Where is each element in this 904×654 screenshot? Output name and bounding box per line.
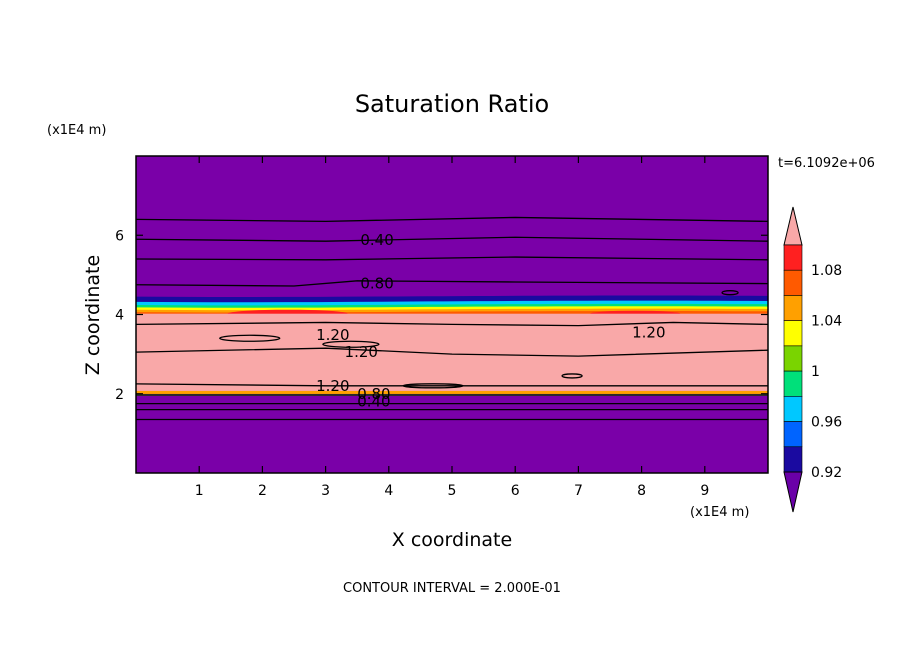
colorbar-max-arrow [783, 206, 803, 246]
y-axis-label: Z coordinate [82, 255, 104, 375]
contour-label: 1.20 [316, 377, 349, 395]
contour-label: 1.20 [345, 343, 378, 361]
contour-label: 1.20 [316, 326, 349, 344]
svg-text:0.80: 0.80 [360, 275, 393, 293]
closed-contour [402, 383, 464, 389]
x-tick-label: 6 [511, 483, 520, 499]
contour-label: 0.80 [357, 385, 390, 403]
closed-contour [721, 290, 739, 296]
contour-interval-footer: CONTOUR INTERVAL = 2.000E-01 [343, 581, 561, 596]
x-units-label: (x1E4 m) [690, 505, 749, 520]
transition-band [136, 303, 768, 309]
contour-label: 1.20 [632, 323, 665, 341]
svg-text:0.40: 0.40 [360, 231, 393, 249]
y-tick-label: 4 [115, 308, 124, 324]
colorbar-segment [783, 370, 803, 397]
colorbar-segment [783, 421, 803, 448]
svg-text:0.80: 0.80 [357, 385, 390, 403]
chart-title: Saturation Ratio [355, 90, 549, 118]
transition-band [136, 300, 768, 307]
colorbar-segment [783, 345, 803, 372]
colorbar-segment [783, 396, 803, 422]
x-tick-label: 4 [384, 483, 393, 499]
svg-text:1.20: 1.20 [345, 343, 378, 361]
closed-contour [322, 340, 380, 348]
contour-label: 0.80 [360, 275, 393, 293]
contour-label: 0.40 [357, 393, 390, 411]
lower-transition-band [136, 393, 768, 396]
colorbar-segment [783, 320, 803, 347]
contour-line [136, 236, 768, 242]
y-tick-label: 2 [115, 387, 124, 403]
x-axis-label: X coordinate [392, 529, 512, 551]
contour-line [136, 347, 768, 357]
contour-line [136, 256, 768, 261]
colorbar-segment [783, 244, 803, 271]
contour-line [136, 383, 768, 387]
x-tick-label: 9 [700, 483, 709, 499]
x-tick-label: 7 [574, 483, 583, 499]
colorbar-label: 1.08 [811, 263, 842, 279]
closed-contour [219, 334, 281, 342]
contour-labels: 0.400.801.201.201.201.200.800.40 [316, 231, 665, 411]
contour-line [136, 321, 768, 327]
colorbar-min-arrow [783, 471, 803, 513]
x-tick-label: 3 [321, 483, 330, 499]
contour-line [136, 216, 768, 223]
svg-text:0.40: 0.40 [357, 393, 390, 411]
x-tick-label: 8 [637, 483, 646, 499]
svg-text:1.20: 1.20 [316, 326, 349, 344]
contour-label: 0.40 [360, 231, 393, 249]
colorbar-segment [783, 295, 803, 321]
x-tick-label: 5 [448, 483, 457, 499]
x-tick-label: 2 [258, 483, 267, 499]
colorbar-label: 0.96 [811, 415, 842, 431]
colorbar-label: 0.92 [811, 465, 842, 481]
y-tick-label: 6 [115, 228, 124, 244]
contour-lines [136, 216, 768, 421]
colorbar-label: 1 [811, 364, 820, 380]
contour-line [136, 280, 768, 287]
pink-layer [136, 313, 768, 391]
colorbar: 1.08 1.04 1 0.96 0.92 [783, 206, 842, 513]
x-axis-ticks: 1 2 3 4 5 6 7 8 9 [195, 156, 709, 499]
svg-text:1.20: 1.20 [316, 377, 349, 395]
colorbar-label: 1.04 [811, 314, 842, 330]
y-units-label: (x1E4 m) [47, 123, 106, 138]
plot-area: 0.400.801.201.201.201.200.800.40 1234567… [115, 155, 769, 499]
x-tick-label: 1 [195, 483, 204, 499]
colorbar-segment [783, 446, 803, 473]
lower-transition-band [136, 390, 768, 394]
closed-contour [561, 373, 583, 379]
color-fill-layer [136, 156, 768, 473]
y-axis-ticks: 2 4 6 [115, 228, 768, 403]
time-label: t=6.1092e+06 [778, 156, 875, 171]
svg-text:1.20: 1.20 [632, 323, 665, 341]
colorbar-segment [783, 269, 803, 296]
